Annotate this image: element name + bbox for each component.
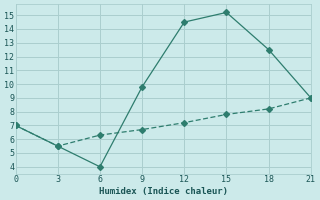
X-axis label: Humidex (Indice chaleur): Humidex (Indice chaleur)	[99, 187, 228, 196]
